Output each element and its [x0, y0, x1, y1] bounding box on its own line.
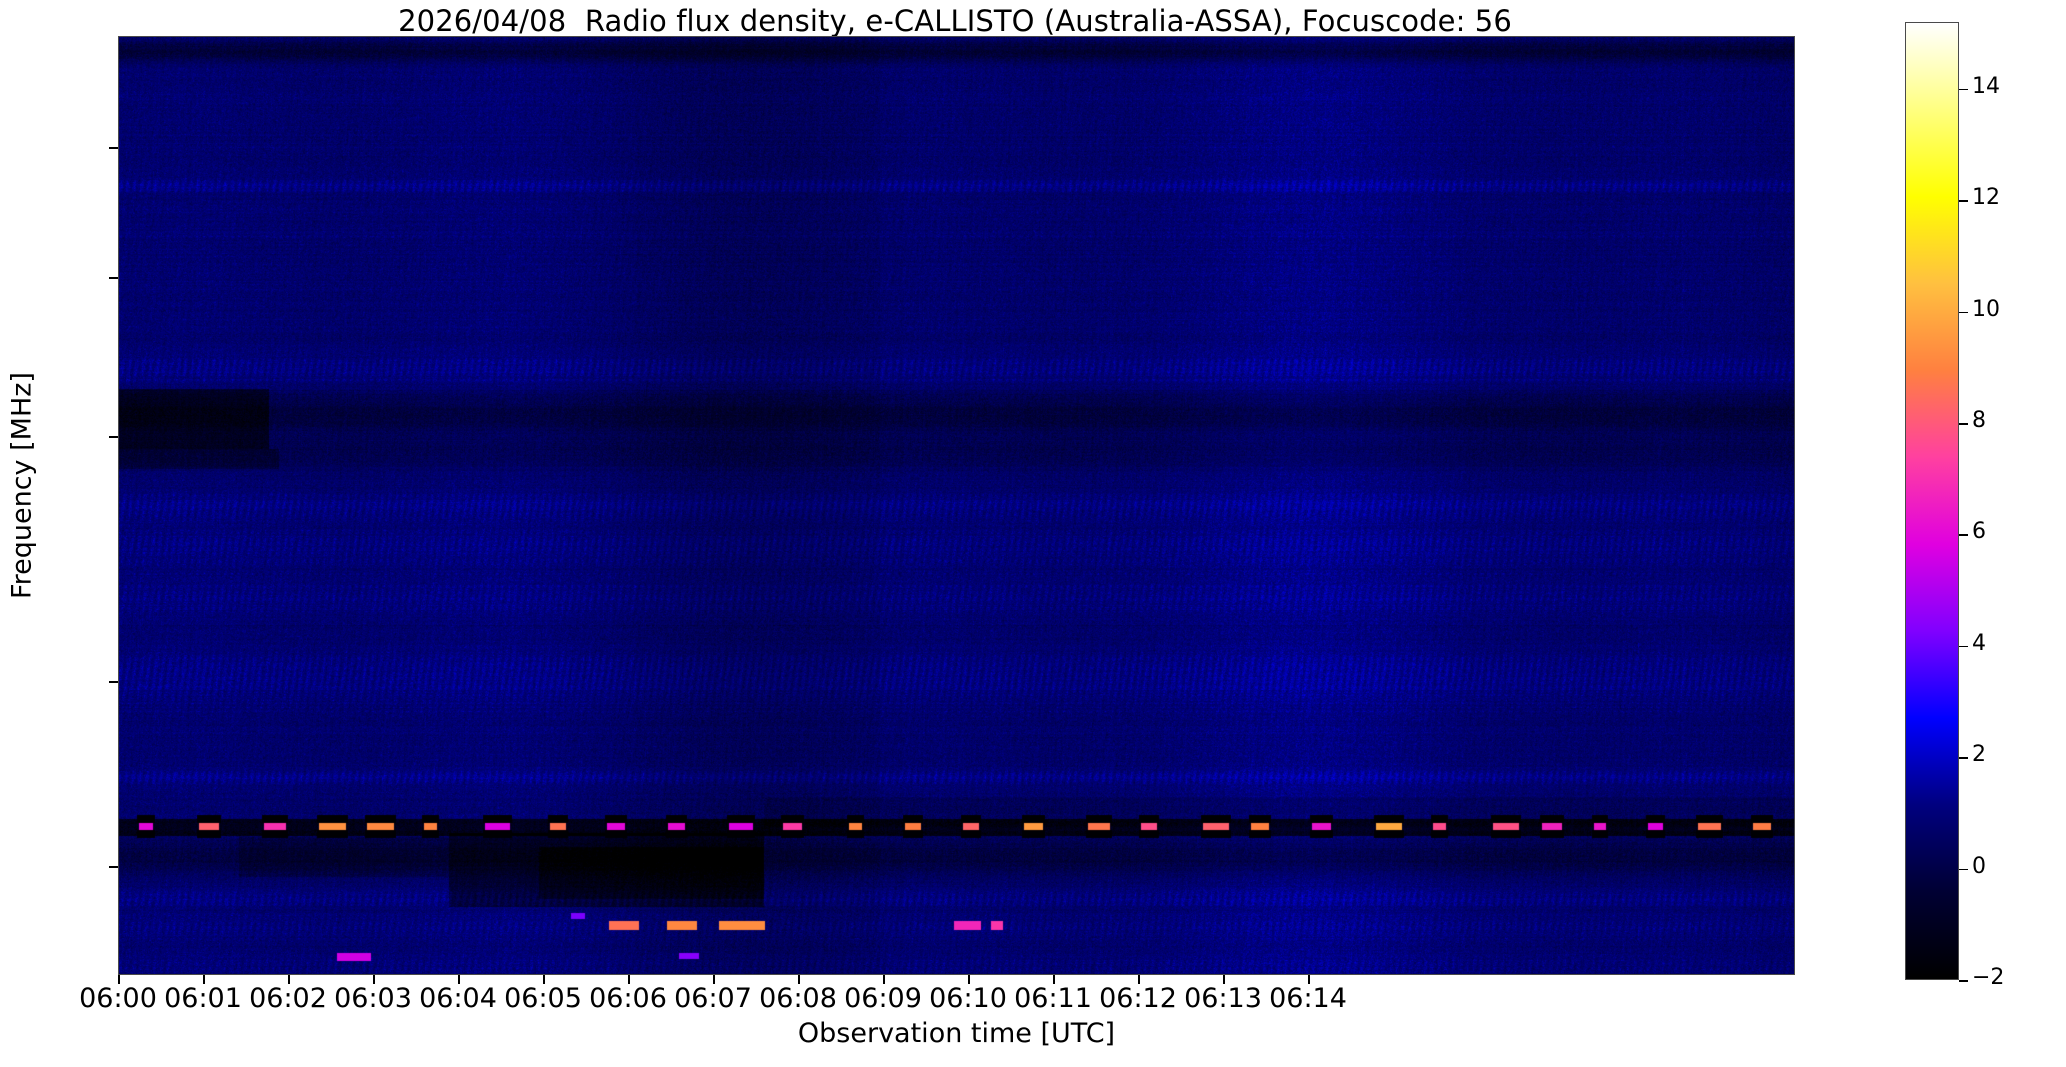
x-tick-mark	[288, 975, 290, 984]
colorbar-tick-mark	[1959, 868, 1968, 871]
x-tick-mark	[543, 975, 545, 984]
colorbar-tick-mark	[1959, 88, 1968, 91]
spectrogram-canvas	[119, 37, 1794, 974]
colorbar-tick-label: 4	[1972, 630, 1986, 656]
x-tick-label: 06:13	[1184, 983, 1262, 1014]
colorbar-tick-mark	[1959, 980, 1968, 982]
x-tick-label: 06:09	[844, 983, 922, 1014]
x-tick-label: 06:11	[1014, 983, 1092, 1014]
colorbar-tick-mark	[1959, 757, 1968, 759]
y-tick-mark	[109, 866, 118, 868]
colorbar-tick-label: 0	[1972, 853, 1986, 879]
figure-title: 2026/04/08 Radio flux density, e-CALLIST…	[398, 4, 1512, 38]
x-tick-label: 06:06	[589, 983, 667, 1014]
colorbar-tick-label: 12	[1972, 185, 2000, 211]
x-tick-label: 06:14	[1269, 983, 1347, 1014]
x-tick-mark	[1053, 975, 1055, 984]
colorbar-tick-label: 6	[1972, 519, 1986, 545]
x-tick-mark	[798, 975, 800, 984]
x-tick-mark	[1223, 975, 1225, 984]
x-tick-mark	[628, 975, 630, 984]
colorbar-tick-mark	[1959, 200, 1968, 202]
x-tick-mark	[118, 975, 120, 984]
x-tick-label: 06:03	[334, 983, 412, 1014]
x-tick-mark	[458, 975, 460, 984]
x-tick-label: 06:04	[419, 983, 497, 1014]
colorbar-tick-label: 2	[1972, 742, 1986, 768]
colorbar-tick-label: 8	[1972, 408, 1986, 434]
colorbar-tick-mark	[1959, 534, 1968, 536]
colorbar-tick-mark	[1959, 645, 1968, 648]
colorbar-tick-label: 10	[1972, 296, 2000, 322]
y-tick-mark	[109, 681, 118, 683]
y-tick-mark	[109, 147, 118, 149]
x-tick-label: 06:00	[79, 983, 157, 1014]
x-tick-label: 06:12	[1099, 983, 1177, 1014]
x-tick-label: 06:01	[164, 983, 242, 1014]
x-tick-label: 06:05	[504, 983, 582, 1014]
colorbar	[1905, 22, 1959, 980]
y-axis-label: Frequency [MHz]	[6, 372, 38, 599]
x-tick-mark	[1308, 975, 1310, 984]
x-tick-mark	[203, 975, 205, 984]
colorbar-gradient	[1906, 23, 1958, 979]
x-tick-mark	[883, 975, 885, 984]
x-tick-mark	[713, 975, 715, 984]
x-axis-label: Observation time [UTC]	[797, 1018, 1116, 1049]
x-tick-mark	[968, 975, 970, 984]
x-tick-label: 06:07	[674, 983, 752, 1014]
x-tick-mark	[373, 975, 375, 984]
x-tick-label: 06:02	[249, 983, 327, 1014]
x-tick-mark	[1138, 975, 1140, 984]
spectrogram-plot[interactable]	[118, 36, 1795, 975]
y-tick-mark	[109, 436, 118, 438]
y-tick-mark	[109, 277, 118, 279]
x-tick-label: 06:08	[759, 983, 837, 1014]
colorbar-tick-mark	[1959, 423, 1968, 425]
colorbar-tick-label: 14	[1972, 73, 2000, 99]
x-tick-label: 06:10	[929, 983, 1007, 1014]
colorbar-tick-mark	[1959, 311, 1968, 314]
colorbar-tick-label: −2	[1972, 965, 2005, 990]
